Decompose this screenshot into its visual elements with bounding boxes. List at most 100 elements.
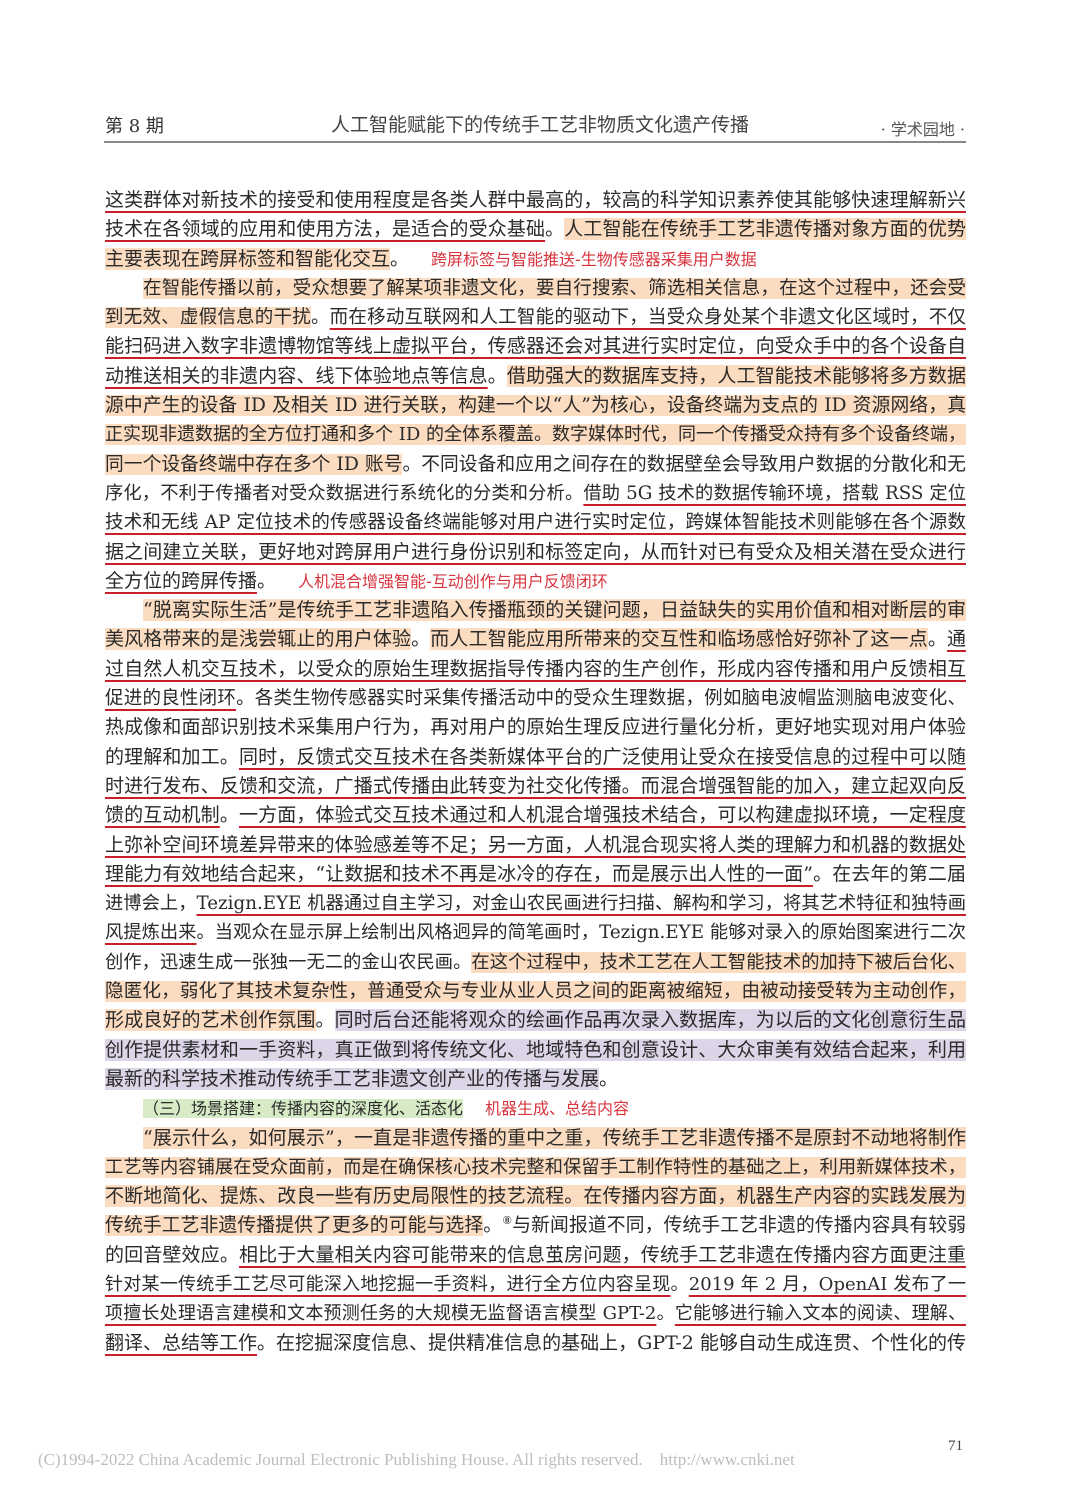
- text-line: 时进行发布、反馈和交流，广播式传播由此转变为社交化传播。而混合增强智能的加入，建…: [105, 772, 966, 801]
- text: 。: [411, 628, 431, 651]
- text-line: 主要表现在跨屏标签和智能化交互。 跨屏标签与智能推送-生物传感器采集用户数据: [105, 245, 966, 274]
- underlined-text: 技术和无线 AP 定位技术的传感器设备终端能够对用户进行实时定位，跨媒体智能技术…: [105, 512, 966, 534]
- text-line: 项擅长处理语言建模和文本预测任务的大规模无监督语言模型 GPT-2。它能够进行输…: [105, 1299, 966, 1328]
- highlighted-text: 形成良好的艺术创作氛围: [105, 1009, 316, 1032]
- text: 的回音壁效应。: [105, 1243, 239, 1266]
- highlighted-text: 而人工智能应用所带来的交互性和临场感恰好弥补了这一点: [430, 628, 928, 651]
- underlined-text: 能扫码进入数字非遗博物馆等线上虚拟平台，传感器还会对其进行实时定位，向受众手中的…: [105, 335, 966, 358]
- text-line: 同一个设备终端中存在多个 ID 账号。不同设备和应用之间存在的数据壁垒会导致用户…: [105, 450, 966, 479]
- text-line: 进博会上，Tezign.EYE 机器通过自主学习，对金山农民画进行扫描、解构和学…: [105, 889, 966, 918]
- underlined-text: 同时，反馈式交互技术在各类新媒体平台的广泛使用让受众在接受信息的过程中可以随: [238, 745, 966, 768]
- section-name: · 学术园地 ·: [880, 120, 965, 139]
- text: 。: [545, 218, 565, 241]
- text-line: 据之间建立关联，更好地对跨屏用户进行身份识别和标签定向，从而针对已有受众及相关潜…: [105, 538, 966, 567]
- underlined-text: 全方位的跨屏传播: [105, 569, 258, 592]
- text-line: 形成良好的艺术创作氛围。同时后台还能将观众的绘画作品再次录入数据库，为以后的文化…: [105, 1006, 966, 1035]
- text: 。当观众在显示屏上绘制出风格迥异的简笔画时，Tezign.EYE 能够对录入的原…: [196, 922, 967, 944]
- underlined-text: 一方面，体验式交互技术通过和人机混合增强技术结合，可以构建虚拟环境，一定程度: [238, 804, 966, 827]
- text-line: 过自然人机交互技术，以受众的原始生理数据指导传播内容的生产创作，形成内容传播和用…: [105, 655, 966, 684]
- highlighted-text: 到无效、虚假信息的干扰: [105, 307, 311, 329]
- underlined-text: 促进的良性闭环: [105, 688, 237, 710]
- page-number: 71: [948, 1438, 963, 1454]
- text: 序化，不利于传播者对受众数据进行系统化的分类和分析。: [105, 482, 584, 504]
- text-line: 到无效、虚假信息的干扰。而在移动互联网和人工智能的驱动下，当受众身处某个非遗文化…: [105, 303, 966, 332]
- underlined-text: 馈的互动机制: [105, 804, 220, 827]
- text: 热成像和面部识别技术采集用户行为，再对用户的原始生理反应进行量化分析，更好地实现…: [105, 716, 966, 739]
- underlined-text: 2019 年 2 月，OpenAI 发布了一: [688, 1273, 967, 1295]
- text-line: 针对某一传统手工艺尽可能深入地挖掘一手资料，进行全方位内容呈现。2019 年 2…: [105, 1270, 966, 1299]
- text-line: 美风格带来的是浅尝辄止的用户体验。而人工智能应用所带来的交互性和临场感恰好弥补了…: [105, 625, 966, 654]
- text-line: “展示什么，如何展示”，一直是非遗传播的重中之重，传统手工艺非遗传播不是原封不动…: [105, 1124, 966, 1153]
- text-line: 馈的互动机制。一方面，体验式交互技术通过和人机混合增强技术结合，可以构建虚拟环境…: [105, 801, 966, 830]
- underlined-text: Tezign.EYE 机器通过自主学习，对金山农民画进行扫描、解构和学习，将其艺…: [196, 893, 967, 915]
- text-line: 热成像和面部识别技术采集用户行为，再对用户的原始生理反应进行量化分析，更好地实现…: [105, 713, 966, 742]
- text-line: 在智能传播以前，受众想要了解某项非遗文化，要自行搜索、筛选相关信息，在这个过程中…: [105, 274, 966, 303]
- underlined-text: 项擅长处理语言建模和文本预测任务的大规模无监督语言模型 GPT-2: [105, 1303, 657, 1325]
- text-line: 这类群体对新技术的接受和使用程度是各类人群中最高的，较高的科学知识素养使其能够快…: [105, 186, 966, 215]
- text: 。: [390, 247, 410, 270]
- margin-annotation: 跨屏标签与智能推送-生物传感器采集用户数据: [431, 249, 757, 269]
- text: 。: [670, 1273, 689, 1295]
- copyright-footer: (C)1994-2022 China Academic Journal Elec…: [38, 1450, 795, 1469]
- text-line: 风提炼出来。当观众在显示屏上绘制出风格迥异的简笔画时，Tezign.EYE 能够…: [105, 918, 966, 947]
- margin-annotation: 人机混合增强智能-互动创作与用户反馈闭环: [298, 571, 608, 591]
- highlighted-text: 人工智能在传统手工艺非遗传播对象方面的优势: [564, 218, 966, 241]
- text-line: 上弥补空间环境差异带来的体验感差等不足；另一方面，人机混合现实将人类的理解力和机…: [105, 831, 966, 860]
- highlighted-text: 在智能传播以前，受众想要了解某项非遗文化，要自行搜索、筛选相关信息，在这个过程中…: [143, 277, 966, 299]
- purple-highlighted-text: 创作提供素材和一手资料，真正做到将传统文化、地域特色和创意设计、大众审美有效结合…: [105, 1038, 966, 1061]
- text-line: 的回音壁效应。相比于大量相关内容可能带来的信息茧房问题，传统手工艺非遗在传播内容…: [105, 1241, 966, 1270]
- article-body: 这类群体对新技术的接受和使用程度是各类人群中最高的，较高的科学知识素养使其能够快…: [105, 186, 967, 1358]
- purple-highlighted-text: 同时后台还能将观众的绘画作品再次录入数据库，为以后的文化创意衍生品: [334, 1009, 966, 1032]
- underlined-text: 理能力有效地结合起来，“让数据和技术不再是冰冷的存在，而是展示出人性的一面”: [105, 862, 813, 885]
- text: 。: [483, 1215, 503, 1237]
- text: 。: [927, 628, 947, 651]
- highlighted-text: 传统手工艺非遗传播提供了更多的可能与选择: [105, 1215, 484, 1237]
- text: 。: [257, 569, 277, 592]
- underlined-text: 风提炼出来: [105, 922, 197, 944]
- text: 的理解和加工。: [105, 745, 239, 768]
- issue-number: 第 8 期: [105, 116, 164, 137]
- underlined-text: 这类群体对新技术的接受和使用程度是各类人群中最高的，较高的科学知识素养使其能够快…: [105, 189, 966, 211]
- text-line: 源中产生的设备 ID 及相关 ID 进行关联，构建一个以“人”为核心，设备终端为…: [105, 391, 966, 420]
- text: 进博会上，: [105, 893, 197, 915]
- text-line: 理能力有效地结合起来，“让数据和技术不再是冰冷的存在，而是展示出人性的一面”。在…: [105, 860, 966, 889]
- purple-highlighted-text: 最新的科学技术推动传统手工艺非遗文创产业的传播与发展: [105, 1067, 600, 1090]
- text: 。: [310, 307, 330, 329]
- text-line: 不断地简化、提炼、改良一些有历史局限性的技艺流程。在传播内容方面，机器生产内容的…: [105, 1182, 966, 1211]
- text-line: 翻译、总结等工作。在挖掘深度信息、提供精准信息的基础上，GPT-2 能够自动生成…: [105, 1329, 966, 1358]
- text: 创作，迅速生成一张独一无二的金山农民画。: [105, 951, 472, 973]
- text-line: 技术和无线 AP 定位技术的传感器设备终端能够对用户进行实时定位，跨媒体智能技术…: [105, 508, 966, 537]
- text: 。: [315, 1009, 335, 1032]
- text: 。不同设备和应用之间存在的数据壁垒会导致用户数据的分散化和无: [402, 453, 967, 475]
- text: 与新闻报道不同，传统手工艺非遗的传播内容具有较弱: [512, 1215, 967, 1237]
- text-line: 的理解和加工。同时，反馈式交互技术在各类新媒体平台的广泛使用让受众在接受信息的过…: [105, 743, 966, 772]
- underlined-text: 上弥补空间环境差异带来的体验感差等不足；另一方面，人机混合现实将人类的理解力和机…: [105, 833, 966, 856]
- text-line: 促进的良性闭环。各类生物传感器实时采集传播活动中的受众生理数据，例如脑电波帽监测…: [105, 684, 966, 713]
- text: 。: [656, 1303, 675, 1325]
- text-line: 传统手工艺非遗传播提供了更多的可能与选择。⑧与新闻报道不同，传统手工艺非遗的传播…: [105, 1211, 966, 1240]
- highlighted-text: 源中产生的设备 ID 及相关 ID 进行关联，构建一个以“人”为核心，设备终端为…: [105, 395, 966, 417]
- highlighted-text: 工艺等内容铺展在受众面前，而是在确保核心技术完整和保留手工制作特性的基础之上，利…: [105, 1156, 966, 1178]
- highlighted-text: 美风格带来的是浅尝辄止的用户体验: [105, 628, 412, 651]
- text-line: 正实现非遗数据的全方位打通和多个 ID 的全体系覆盖。数字媒体时代，同一个传播受…: [105, 420, 966, 449]
- text: 。在去年的第二届: [813, 862, 966, 885]
- underlined-text: 翻译、总结等工作: [105, 1331, 258, 1354]
- highlighted-text: “展示什么，如何展示”，一直是非遗传播的重中之重，传统手工艺非遗传播不是原封不动…: [143, 1126, 966, 1149]
- text-line: 最新的科学技术推动传统手工艺非遗文创产业的传播与发展。: [105, 1065, 966, 1094]
- highlighted-text: 隐匿化，弱化了其技术复杂性，普通受众与专业从业人员之间的距离被缩短，由被动接受转…: [105, 981, 966, 1003]
- running-title: 人工智能赋能下的传统手工艺非物质文化遗产传播: [330, 114, 749, 136]
- text-line: （三）场景搭建：传播内容的深度化、活态化 机器生成、总结内容: [105, 1094, 966, 1123]
- highlighted-text: 借助强大的数据库支持，人工智能技术能够将多方数据: [506, 364, 966, 387]
- section-heading: （三）场景搭建：传播内容的深度化、活态化: [143, 1099, 464, 1119]
- text: 。各类生物传感器实时采集传播活动中的受众生理数据，例如脑电波帽监测脑电波变化、: [236, 688, 966, 710]
- underlined-text: 过自然人机交互技术，以受众的原始生理数据指导传播内容的生产创作，形成内容传播和用…: [105, 657, 966, 680]
- text-line: 隐匿化，弱化了其技术复杂性，普通受众与专业从业人员之间的距离被缩短，由被动接受转…: [105, 977, 966, 1006]
- highlighted-text: 主要表现在跨屏标签和智能化交互: [105, 247, 391, 270]
- text: 。: [219, 804, 239, 827]
- underlined-text: 时进行发布、反馈和交流，广播式传播由此转变为社交化传播。而混合增强智能的加入，建…: [105, 774, 966, 797]
- underlined-text: 技术在各领域的应用和使用方法，是适合的受众基础: [105, 218, 546, 241]
- text-line: 创作提供素材和一手资料，真正做到将传统文化、地域特色和创意设计、大众审美有效结合…: [105, 1036, 966, 1065]
- footnote-marker: ⑧: [502, 1214, 513, 1228]
- text-line: 动推送相关的非遗内容、线下体验地点等信息。借助强大的数据库支持，人工智能技术能够…: [105, 362, 966, 391]
- header-rule: [104, 141, 966, 143]
